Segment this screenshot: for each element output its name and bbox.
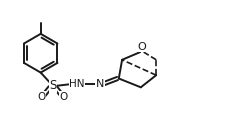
Text: N: N: [96, 79, 104, 89]
Text: HN: HN: [69, 79, 85, 89]
Text: O: O: [38, 92, 46, 102]
Text: O: O: [60, 92, 68, 102]
Text: S: S: [49, 79, 57, 92]
Text: O: O: [137, 42, 146, 52]
